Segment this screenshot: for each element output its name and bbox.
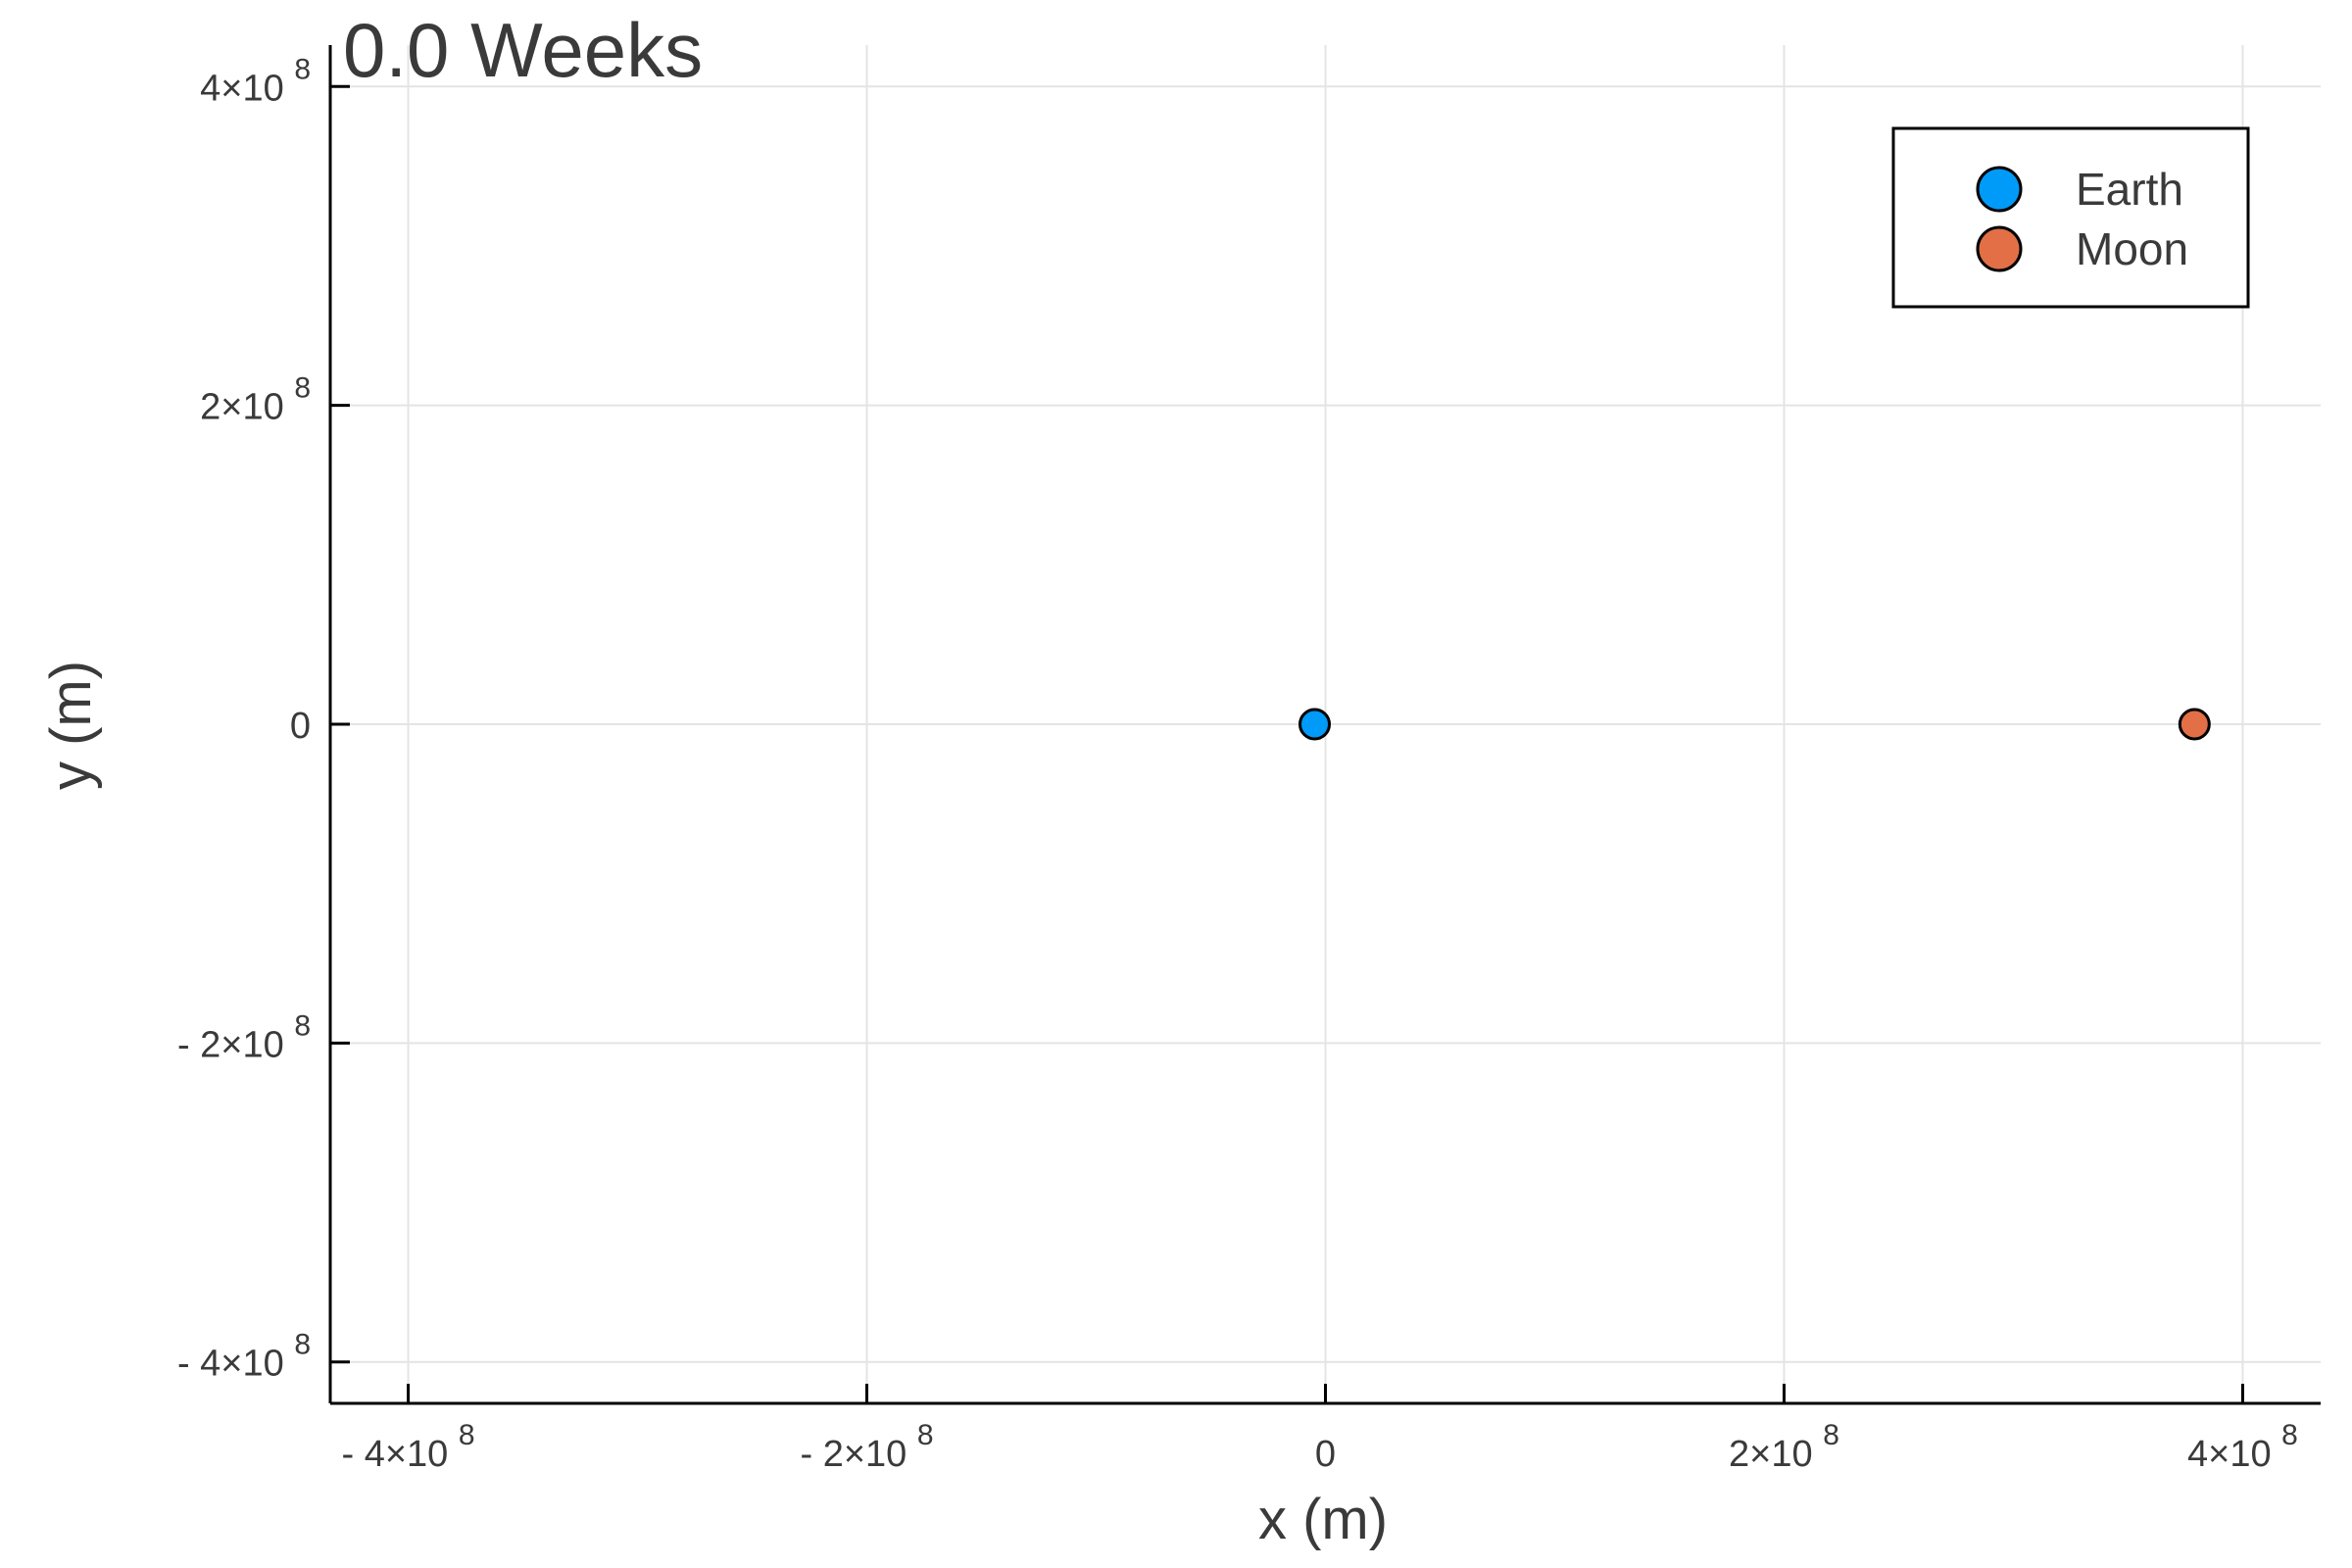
grid <box>330 45 2321 1403</box>
x-tick-label: - 4×10 8 <box>342 1419 475 1475</box>
x-tick-label: - 2×10 8 <box>800 1419 933 1475</box>
legend-items: Earth Moon <box>1976 164 2188 274</box>
legend: Earth Moon <box>1891 126 2250 309</box>
data-points <box>1298 708 2211 741</box>
legend-label-earth: Earth <box>2076 164 2183 215</box>
x-tick-label: 0 <box>1315 1434 1336 1475</box>
y-tick-label: 4×10 8 <box>200 53 311 109</box>
x-ticks: - 4×10 8 - 2×10 8 0 2×10 8 4×10 8 <box>342 1384 2298 1475</box>
y-tick-label: - 4×10 8 <box>177 1329 311 1385</box>
y-ticks: 4×10 8 2×10 8 0 - 2×10 8 - 4×10 8 <box>177 53 350 1385</box>
y-tick-label: - 2×10 8 <box>177 1009 311 1065</box>
chart-title: 0.0 Weeks <box>343 7 703 93</box>
y-axis-label: y (m) <box>39 661 103 790</box>
x-axis-label: x (m) <box>1258 1488 1388 1551</box>
legend-marker-earth <box>1976 166 2023 213</box>
y-tick-label: 0 <box>290 706 311 747</box>
legend-marker-moon <box>1976 225 2023 272</box>
x-tick-label: 4×10 8 <box>2187 1419 2298 1475</box>
data-point-moon <box>2178 708 2211 741</box>
data-point-earth <box>1298 708 1332 741</box>
legend-box <box>1891 126 2250 309</box>
legend-label-moon: Moon <box>2076 223 2188 274</box>
y-tick-label: 2×10 8 <box>200 372 311 428</box>
x-tick-label: 2×10 8 <box>1729 1419 1839 1475</box>
